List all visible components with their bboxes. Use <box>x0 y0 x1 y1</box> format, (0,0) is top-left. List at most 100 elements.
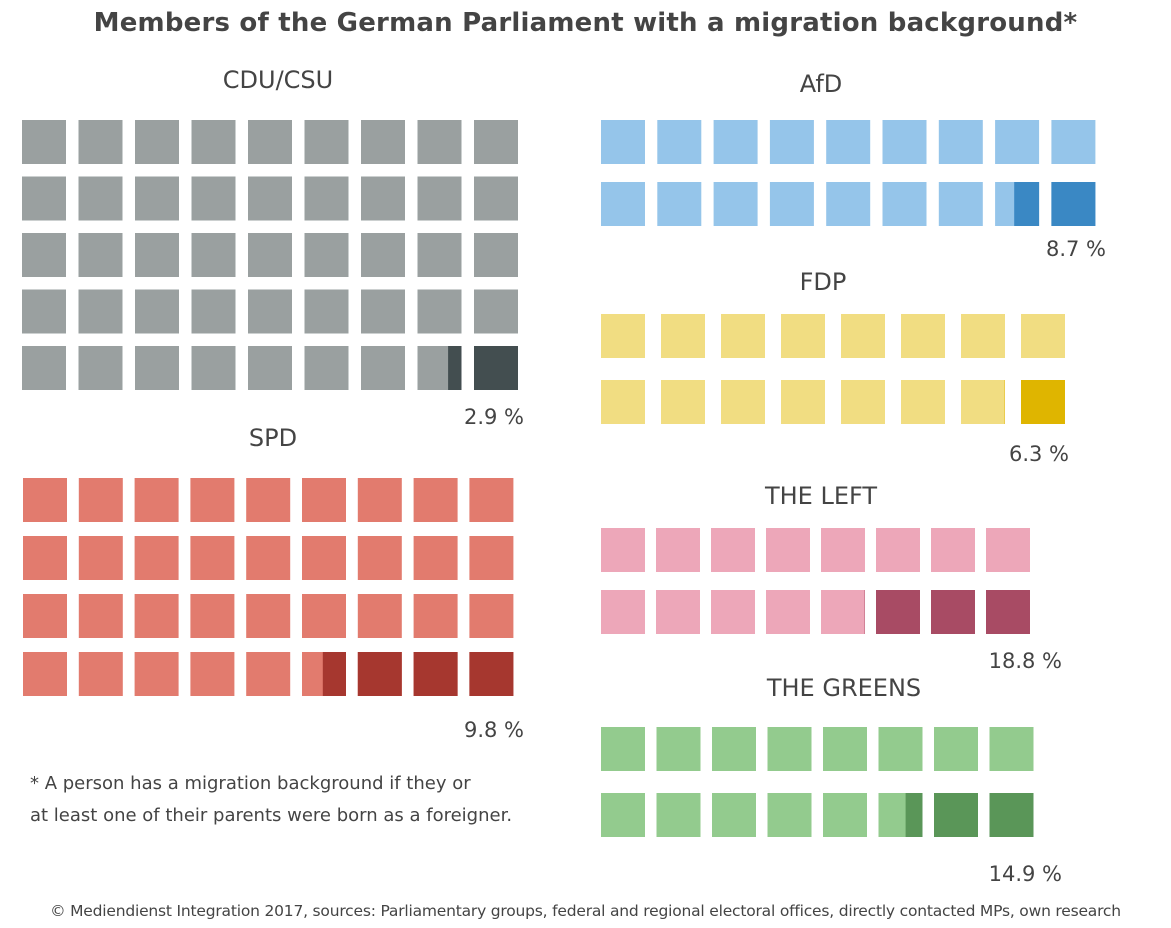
waffle-square <box>134 536 179 580</box>
waffle-square <box>23 536 67 580</box>
waffle-square <box>78 652 123 696</box>
waffle-square <box>78 536 123 580</box>
waffle-square <box>361 289 405 334</box>
waffle-square <box>841 314 885 358</box>
waffle-square <box>191 289 236 334</box>
waffle-square <box>938 182 983 226</box>
value-label-the-left: 18.8 % <box>988 649 1062 673</box>
value-label-spd: 9.8 % <box>463 718 524 742</box>
waffle-square <box>841 380 885 424</box>
waffle-square-highlight <box>1051 182 1096 226</box>
waffle-square <box>712 793 756 837</box>
footnote-line-1: * A person has a migration background if… <box>30 773 471 794</box>
waffle-square <box>361 233 405 277</box>
party-label-cdu-csu: CDU/CSU <box>222 66 334 94</box>
value-label-cdu-csu: 2.9 % <box>463 405 524 429</box>
waffle-square <box>22 346 66 390</box>
waffle-square <box>191 346 236 390</box>
waffle-square <box>135 346 179 390</box>
waffle-square <box>901 314 945 358</box>
waffle-square <box>134 594 179 638</box>
waffle-square <box>712 727 756 771</box>
waffle-square <box>302 536 346 580</box>
waffle-the-left <box>601 528 1030 634</box>
waffle-square <box>601 380 645 424</box>
footnote: * A person has a migration background if… <box>30 768 512 832</box>
value-label-fdp: 6.3 % <box>1008 442 1069 466</box>
source-note: © Mediendienst Integration 2017, sources… <box>50 902 1121 920</box>
waffle-square-highlight <box>934 793 978 837</box>
waffle-square <box>882 182 927 226</box>
waffle-square <box>78 478 123 522</box>
waffle-square <box>417 120 462 164</box>
waffle-square <box>357 536 402 580</box>
waffle-square <box>995 120 1040 164</box>
waffle-square-highlight <box>322 652 346 696</box>
waffle-square-highlight <box>448 346 462 390</box>
waffle-square <box>78 594 123 638</box>
waffle-square <box>656 727 701 771</box>
waffle-square <box>135 176 179 221</box>
waffle-square <box>302 594 346 638</box>
party-label-fdp: FDP <box>799 268 847 296</box>
waffle-square-highlight <box>474 346 518 390</box>
waffle-square <box>601 120 645 164</box>
waffle-square <box>823 727 867 771</box>
value-label-the-greens: 14.9 % <box>988 862 1062 886</box>
waffle-square <box>190 536 235 580</box>
waffle-square <box>417 233 462 277</box>
waffle-square <box>191 233 236 277</box>
waffle-square <box>246 594 291 638</box>
party-label-the-greens: THE GREENS <box>766 674 922 702</box>
waffle-square-highlight <box>357 652 402 696</box>
waffle-square <box>78 289 123 334</box>
waffle-square <box>304 233 349 277</box>
waffle-square-highlight <box>469 652 514 696</box>
waffle-square <box>413 536 458 580</box>
waffle-square <box>961 380 1005 424</box>
waffle-square <box>474 120 518 164</box>
waffle-square <box>78 233 123 277</box>
waffle-square <box>135 120 179 164</box>
waffle-square <box>601 727 645 771</box>
waffle-square <box>711 528 755 572</box>
waffle-square-highlight <box>986 590 1030 634</box>
waffle-square <box>469 594 514 638</box>
waffle-square <box>938 120 983 164</box>
waffle-square <box>767 793 812 837</box>
waffle-square-highlight <box>413 652 458 696</box>
waffle-square <box>713 120 758 164</box>
waffle-square <box>23 652 67 696</box>
waffle-square <box>661 380 705 424</box>
waffle-square <box>878 727 923 771</box>
waffle-square <box>766 590 810 634</box>
waffle-square <box>474 176 518 221</box>
waffle-square <box>23 478 67 522</box>
waffle-square-highlight <box>905 793 923 837</box>
waffle-square <box>357 478 402 522</box>
waffle-square <box>826 182 871 226</box>
waffle-square-highlight <box>1021 380 1065 424</box>
waffle-square <box>417 176 462 221</box>
waffle-square <box>769 120 814 164</box>
waffle-square <box>191 176 236 221</box>
chart-title: Members of the German Parliament with a … <box>93 8 1078 38</box>
waffle-square <box>135 233 179 277</box>
waffle-afd <box>601 120 1096 226</box>
waffle-square <box>821 528 865 572</box>
waffle-square <box>961 314 1005 358</box>
waffle-square-highlight <box>989 793 1034 837</box>
waffle-square <box>931 528 975 572</box>
value-label-afd: 8.7 % <box>1045 237 1106 261</box>
waffle-square <box>601 528 645 572</box>
waffle-spd <box>23 478 514 696</box>
waffle-square <box>191 120 236 164</box>
waffle-square-highlight <box>876 590 920 634</box>
waffle-square <box>78 346 123 390</box>
waffle-square <box>78 176 123 221</box>
waffle-square <box>357 594 402 638</box>
waffle-square <box>248 233 292 277</box>
waffle-square <box>767 727 812 771</box>
waffle-square <box>657 120 702 164</box>
waffle-square <box>781 314 825 358</box>
